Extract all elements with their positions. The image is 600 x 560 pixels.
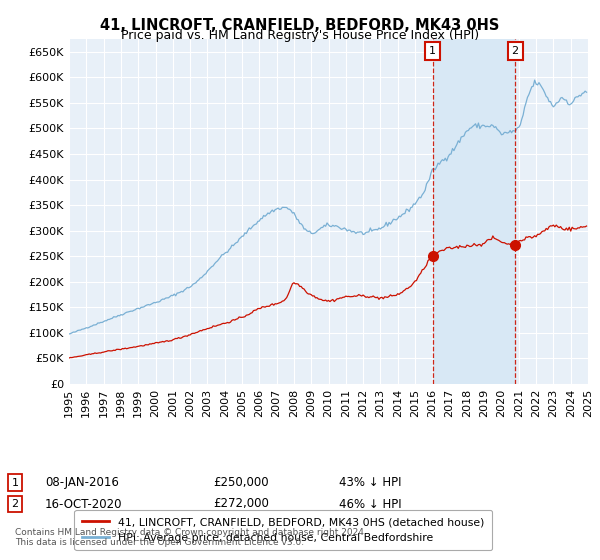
Text: 16-OCT-2020: 16-OCT-2020 xyxy=(45,497,122,511)
Text: 2: 2 xyxy=(11,499,19,509)
Text: 41, LINCROFT, CRANFIELD, BEDFORD, MK43 0HS: 41, LINCROFT, CRANFIELD, BEDFORD, MK43 0… xyxy=(100,18,500,33)
Text: 08-JAN-2016: 08-JAN-2016 xyxy=(45,476,119,489)
Text: 1: 1 xyxy=(430,46,436,56)
Text: 43% ↓ HPI: 43% ↓ HPI xyxy=(339,476,401,489)
Bar xyxy=(433,39,515,384)
Text: £272,000: £272,000 xyxy=(213,497,269,511)
Text: 2: 2 xyxy=(512,46,519,56)
Legend: 41, LINCROFT, CRANFIELD, BEDFORD, MK43 0HS (detached house), HPI: Average price,: 41, LINCROFT, CRANFIELD, BEDFORD, MK43 0… xyxy=(74,510,492,550)
Text: Price paid vs. HM Land Registry's House Price Index (HPI): Price paid vs. HM Land Registry's House … xyxy=(121,29,479,42)
Text: £250,000: £250,000 xyxy=(213,476,269,489)
Text: 46% ↓ HPI: 46% ↓ HPI xyxy=(339,497,401,511)
Text: 1: 1 xyxy=(11,478,19,488)
Text: Contains HM Land Registry data © Crown copyright and database right 2024.
This d: Contains HM Land Registry data © Crown c… xyxy=(15,528,367,547)
